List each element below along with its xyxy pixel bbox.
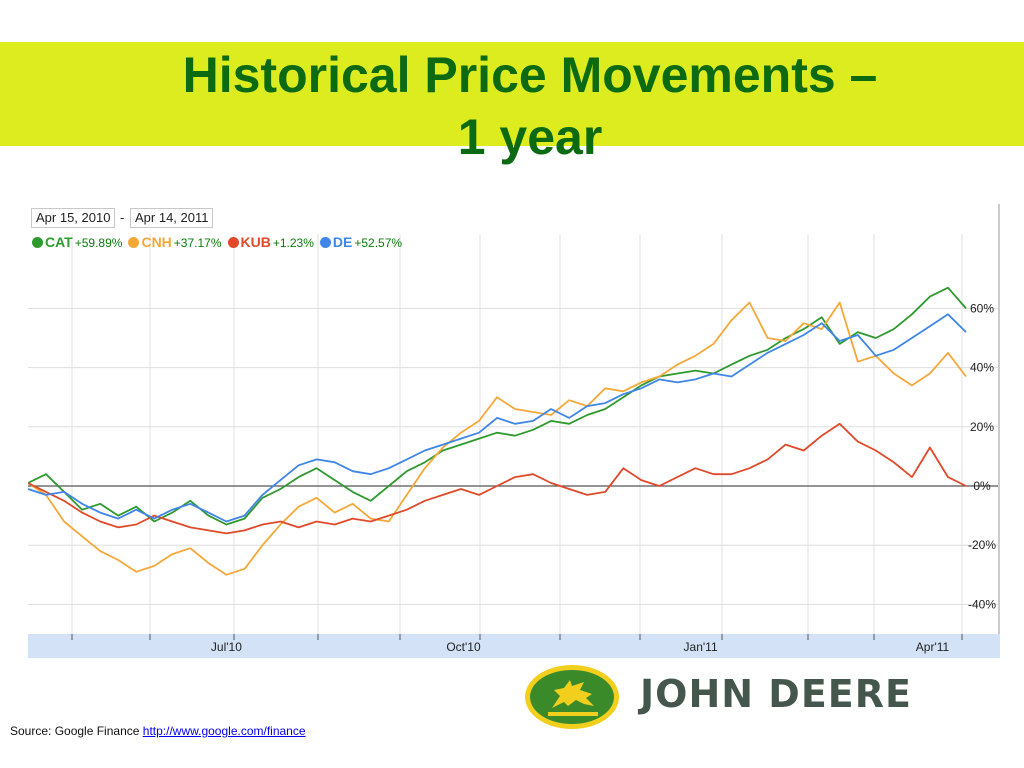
legend-name: KUB bbox=[240, 234, 271, 250]
legend-change: +59.89% bbox=[74, 236, 123, 250]
source-note: Source: Google Finance http://www.google… bbox=[10, 724, 306, 738]
source-label: Source: Google Finance bbox=[10, 724, 140, 738]
y-tick-label: -20% bbox=[968, 538, 996, 552]
legend-name: CNH bbox=[141, 234, 172, 250]
legend-name: DE bbox=[332, 234, 353, 250]
x-tick-label: Apr'11 bbox=[916, 640, 950, 654]
date-to-field[interactable]: Apr 14, 2011 bbox=[130, 208, 214, 228]
title-band bbox=[0, 42, 1024, 146]
legend-item-cat[interactable]: CAT +59.89% bbox=[32, 234, 122, 250]
y-tick-label: 0% bbox=[973, 479, 991, 493]
legend-item-kub[interactable]: KUB +1.23% bbox=[227, 234, 314, 250]
x-axis-band bbox=[28, 634, 1000, 658]
y-tick-label: -40% bbox=[968, 597, 996, 611]
date-from-field[interactable]: Apr 15, 2010 bbox=[31, 208, 116, 228]
legend-dot-icon bbox=[319, 237, 331, 248]
y-tick-label: 60% bbox=[970, 301, 994, 315]
y-tick-label: 20% bbox=[970, 420, 994, 434]
legend-change: +1.23% bbox=[272, 236, 314, 250]
legend-name: CAT bbox=[45, 234, 73, 250]
legend-item-de[interactable]: DE +52.57% bbox=[319, 234, 403, 250]
john-deere-logo: JOHN DEERE bbox=[514, 660, 1016, 734]
page-title: Historical Price Movements – 1 year bbox=[0, 44, 1024, 168]
legend-dot-icon bbox=[32, 237, 43, 248]
source-link[interactable]: http://www.google.com/finance bbox=[142, 724, 306, 738]
x-tick-label: Oct'10 bbox=[446, 640, 481, 654]
deer-logo-icon bbox=[525, 665, 619, 729]
legend-change: +52.57% bbox=[354, 236, 403, 250]
y-tick-label: 40% bbox=[970, 361, 994, 375]
brand-text: JOHN DEERE bbox=[640, 672, 912, 716]
chart-legend: CAT +59.89% CNH +37.17% KUB +1.23% DE +52.57% bbox=[32, 234, 408, 254]
legend-change: +37.17% bbox=[173, 236, 222, 250]
x-tick-label: Jan'11 bbox=[684, 640, 718, 654]
date-separator: - bbox=[120, 210, 125, 225]
series-line-de bbox=[28, 313, 967, 523]
legend-dot-icon bbox=[128, 237, 140, 248]
series-line-kub bbox=[28, 422, 967, 535]
chart-plot: -40% -20% 0% 20% 40% 60% Jul'10 Oct'10 Jan'11 Apr… bbox=[28, 204, 1000, 658]
legend-item-cnh[interactable]: CNH +37.17% bbox=[128, 234, 222, 250]
title-line-1: Historical Price Movements – bbox=[182, 47, 878, 103]
stock-chart: -40% -20% 0% 20% 40% 60% Jul'10 Oct'10 Jan'11 Apr… bbox=[28, 200, 1004, 660]
title-line-2: 1 year bbox=[457, 109, 603, 165]
legend-dot-icon bbox=[227, 237, 239, 248]
x-tick-label: Jul'10 bbox=[211, 640, 242, 654]
series-line-cnh bbox=[28, 301, 967, 576]
